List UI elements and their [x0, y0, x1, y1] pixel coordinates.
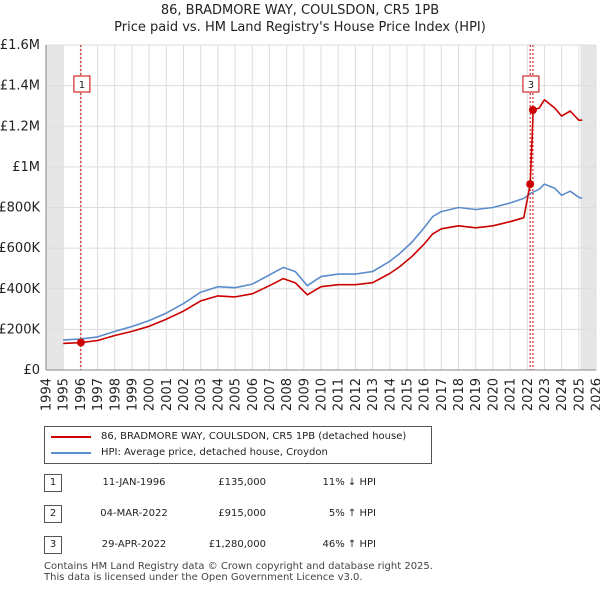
x-tick-label-2022: 2022	[521, 378, 536, 411]
x-tick-label-2024: 2024	[555, 378, 570, 411]
sale-badge-3: 3	[44, 536, 62, 554]
chart-title-line1: 86, BRADMORE WAY, COULSDON, CR5 1PB	[160, 3, 440, 18]
legend-label-property: 86, BRADMORE WAY, COULSDON, CR5 1PB (det…	[101, 431, 407, 442]
x-tick-label-1998: 1998	[108, 378, 123, 411]
x-tick-label-2026: 2026	[590, 378, 600, 411]
y-tick-label-5: £1M	[12, 160, 40, 175]
x-tick-label-2013: 2013	[366, 378, 381, 411]
x-tick-label-2007: 2007	[263, 378, 278, 411]
x-tick-label-2021: 2021	[504, 378, 519, 411]
footer: Contains HM Land Registry data © Crown c…	[44, 561, 433, 583]
x-tick-label-2001: 2001	[160, 378, 175, 411]
series-line-hpi	[63, 183, 583, 341]
sale-price-1: £135,000	[218, 477, 266, 488]
x-tick-label-2009: 2009	[297, 378, 312, 411]
y-tick-label-8: £1.6M	[0, 38, 40, 53]
x-tick-label-2004: 2004	[211, 378, 226, 411]
x-tick-label-2008: 2008	[280, 378, 295, 411]
x-tick-label-2012: 2012	[349, 378, 364, 411]
x-tick-label-2000: 2000	[143, 378, 158, 411]
y-tick-label-6: £1.2M	[0, 119, 40, 134]
x-tick-label-1996: 1996	[74, 378, 89, 411]
y-tick-label-2: £400K	[0, 282, 40, 297]
x-tick-label-1999: 1999	[125, 378, 140, 411]
y-tick-label-7: £1.4M	[0, 79, 40, 94]
y-tick-label-1: £200K	[0, 322, 40, 337]
y-tick-label-3: £600K	[0, 241, 40, 256]
x-tick-label-1995: 1995	[57, 378, 72, 411]
sale-date-3: 29-APR-2022	[101, 539, 167, 550]
chart-badge-label-3: 3	[528, 80, 534, 91]
chart-badge-1: 1	[73, 75, 91, 93]
chart-badge-box-1	[73, 75, 91, 93]
x-tick-label-2020: 2020	[486, 378, 501, 411]
x-tick-label-1997: 1997	[91, 378, 106, 411]
chart-badge-label-1: 1	[79, 80, 85, 91]
sale-marker-1	[76, 338, 85, 347]
sale-badge-2: 2	[44, 505, 62, 523]
sale-date-2: 04-MAR-2022	[100, 508, 168, 519]
chart-title: 86, BRADMORE WAY, COULSDON, CR5 1PB Pric…	[0, 2, 600, 36]
x-tick-label-2023: 2023	[538, 378, 553, 411]
x-tick-label-2016: 2016	[418, 378, 433, 411]
x-tick-label-2005: 2005	[229, 378, 244, 411]
y-tick-label-0: £0	[23, 363, 40, 378]
legend-label-hpi: HPI: Average price, detached house, Croy…	[101, 447, 328, 458]
y-tick-label-4: £800K	[0, 201, 40, 216]
sale-hpi-3: 46% ↑ HPI	[322, 539, 376, 550]
sale-date-1: 11-JAN-1996	[102, 477, 166, 488]
sale-marker-3	[528, 106, 537, 114]
series-line-property	[63, 99, 583, 345]
sale-hpi-2: 5% ↑ HPI	[328, 508, 376, 519]
x-tick-label-2006: 2006	[246, 378, 261, 411]
sale-price-2: £915,000	[218, 508, 266, 519]
x-tick-label-2003: 2003	[194, 378, 209, 411]
sale-row-1: 1 11-JAN-1996 £135,000 11% ↓ HPI	[44, 474, 584, 492]
x-tick-label-2010: 2010	[315, 378, 330, 411]
x-tick-label-2018: 2018	[452, 378, 467, 411]
x-tick-label-2014: 2014	[383, 378, 398, 411]
sale-hpi-1: 11% ↓ HPI	[322, 477, 376, 488]
x-tick-label-2019: 2019	[469, 378, 484, 411]
sale-row-3: 3 29-APR-2022 £1,280,000 46% ↑ HPI	[44, 536, 584, 554]
price-chart: 1 3 £0 £200K £400K £600K £800K £1M £1.2M £1.4M £1…	[0, 38, 600, 411]
legend-line-property	[51, 436, 91, 438]
chart-badge-3: 3	[522, 75, 540, 93]
footer-line1: Contains HM Land Registry data © Crown c…	[44, 561, 433, 572]
x-tick-label-2011: 2011	[332, 378, 347, 411]
chart-legend: 86, BRADMORE WAY, COULSDON, CR5 1PB (det…	[44, 426, 432, 464]
footer-line2: This data is licensed under the Open Gov…	[44, 572, 363, 583]
sale-marker-2	[526, 180, 535, 189]
x-tick-label-2002: 2002	[177, 378, 192, 411]
x-tick-label-1994: 1994	[40, 378, 55, 411]
sale-price-3: £1,280,000	[208, 539, 266, 550]
sale-badge-1: 1	[44, 474, 62, 492]
chart-badge-box-3	[522, 75, 540, 93]
sale-row-2: 2 04-MAR-2022 £915,000 5% ↑ HPI	[44, 505, 584, 523]
x-tick-label-2017: 2017	[435, 378, 450, 411]
chart-title-line2: Price paid vs. HM Land Registry's House …	[114, 20, 486, 35]
legend-line-hpi	[51, 452, 91, 454]
x-tick-label-2015: 2015	[400, 378, 415, 411]
x-tick-label-2025: 2025	[572, 378, 587, 411]
